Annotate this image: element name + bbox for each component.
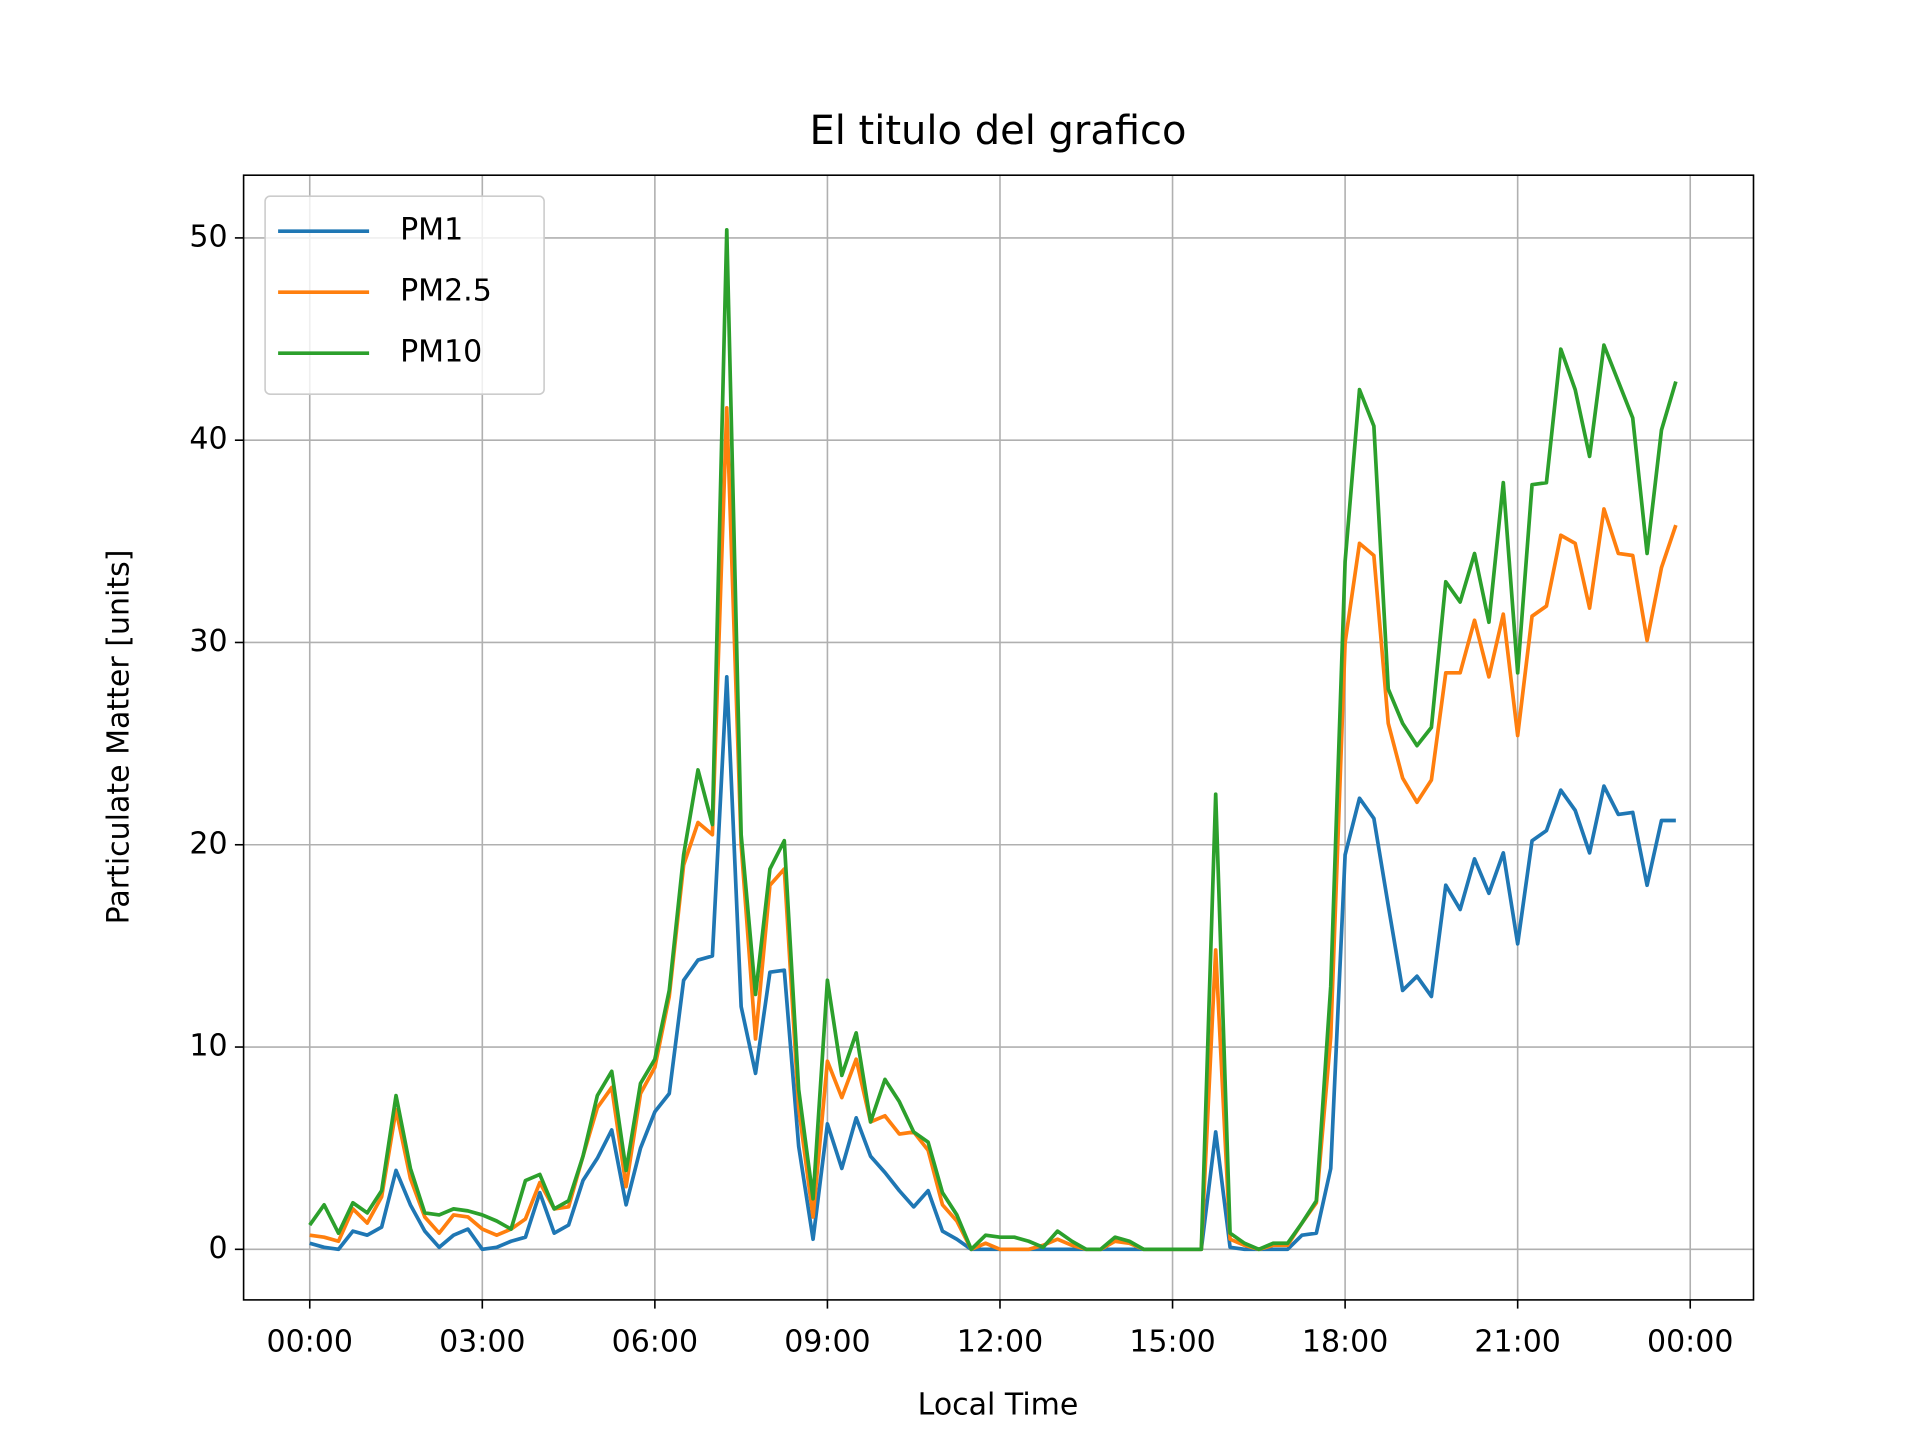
x-tick-label: 00:00 — [1647, 1324, 1733, 1359]
x-tick-label: 03:00 — [439, 1324, 525, 1359]
legend: PM1 PM2.5 PM10 — [264, 195, 545, 395]
y-tick-label: 40 — [189, 422, 227, 457]
y-tick-label: 50 — [189, 219, 227, 254]
x-tick-label: 21:00 — [1474, 1324, 1560, 1359]
y-tick-label: 0 — [209, 1231, 228, 1266]
y-axis-label: Particulate Matter [units] — [102, 550, 137, 925]
x-tick-label: 12:00 — [957, 1324, 1043, 1359]
x-tick-label: 15:00 — [1129, 1324, 1215, 1359]
x-tick-label: 09:00 — [784, 1324, 870, 1359]
x-tick-label: 18:00 — [1302, 1324, 1388, 1359]
legend-label: PM2.5 — [400, 274, 492, 309]
legend-label: PM1 — [400, 213, 463, 248]
x-tick-label: 00:00 — [267, 1324, 353, 1359]
legend-box — [264, 195, 545, 395]
plot-frame — [242, 174, 1755, 1301]
y-tick-label: 20 — [189, 826, 227, 861]
chart-title: El titulo del grafico — [809, 108, 1186, 154]
y-tick-label: 10 — [189, 1029, 227, 1064]
data-line — [309, 405, 1678, 1252]
x-axis-label: Local Time — [918, 1388, 1079, 1423]
y-tick-label: 30 — [189, 624, 227, 659]
x-tick-label: 06:00 — [612, 1324, 698, 1359]
legend-label: PM10 — [400, 335, 482, 370]
data-line — [308, 227, 1678, 1252]
data-line — [309, 675, 1676, 1252]
